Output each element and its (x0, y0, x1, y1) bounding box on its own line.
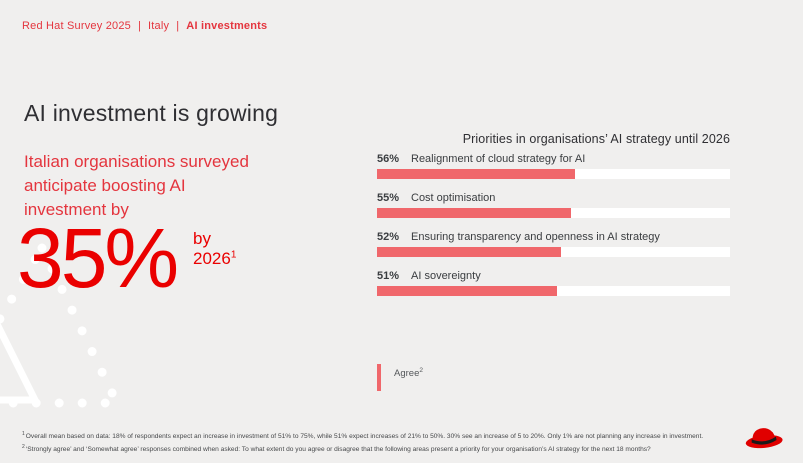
footnote-marker-1: 1 (230, 249, 237, 261)
bar-fill (377, 286, 558, 296)
bar-value-label: 56% (377, 153, 400, 165)
bar-value-label: 51% (377, 270, 400, 282)
chart-row: 52% Ensuring transparency and openness in… (377, 231, 730, 257)
chart-row: 55% Cost optimisation (377, 192, 730, 218)
breadcrumb-survey: Red Hat Survey 2025 (22, 20, 131, 32)
bar-track (377, 286, 730, 296)
stat-qualifier: by 20261 (193, 229, 237, 268)
footnote-marker-2: 2 (419, 367, 423, 374)
breadcrumb: Red Hat Survey 2025 | Italy | AI investments (22, 20, 267, 32)
bar-fill (377, 208, 572, 218)
breadcrumb-separator: | (176, 20, 180, 32)
bar-category-label: Realignment of cloud strategy for AI (411, 153, 586, 165)
bar-track (377, 169, 730, 179)
bar-category-label: AI sovereignty (411, 270, 481, 282)
breadcrumb-country: Italy (148, 20, 170, 32)
footnotes: 1Overall mean based on data: 18% of resp… (22, 429, 722, 456)
intro-text: Italian organisations surveyed anticipat… (24, 150, 249, 222)
legend-label: Agree2 (394, 367, 423, 380)
bar-fill (377, 247, 561, 257)
chart-title: Priorities in organisations’ AI strategy… (462, 132, 730, 146)
intro-line-1: Italian organisations surveyed (24, 152, 249, 171)
footnote-1: 1Overall mean based on data: 18% of resp… (22, 430, 704, 440)
footnote-2: 2‘Strongly agree’ and ‘Somewhat agree’ r… (22, 444, 651, 454)
bar-track (377, 247, 730, 257)
bar-value-label: 52% (377, 231, 400, 243)
big-stat: 35% by 20261 (17, 211, 236, 305)
stat-value: 35% (17, 211, 179, 305)
bar-fill (377, 169, 575, 179)
bar-value-label: 55% (377, 192, 400, 204)
chart-legend: Agree2 (377, 364, 423, 391)
chart-row: 56% Realignment of cloud strategy for AI (377, 153, 730, 179)
bar-track (377, 208, 730, 218)
page-title: AI investment is growing (24, 100, 279, 126)
breadcrumb-separator: | (137, 20, 142, 32)
breadcrumb-topic: AI investments (186, 20, 268, 32)
intro-line-2: anticipate boosting AI (24, 176, 186, 195)
bar-category-label: Cost optimisation (411, 192, 496, 204)
red-hat-logo (745, 428, 783, 449)
intro-line-3: investment by (24, 200, 129, 219)
chart-row: 51% AI sovereignty (377, 270, 730, 296)
bar-category-label: Ensuring transparency and openness in AI… (411, 231, 660, 243)
priorities-bar-chart: Priorities in organisations’ AI strategy… (377, 132, 730, 309)
legend-swatch (377, 364, 381, 391)
